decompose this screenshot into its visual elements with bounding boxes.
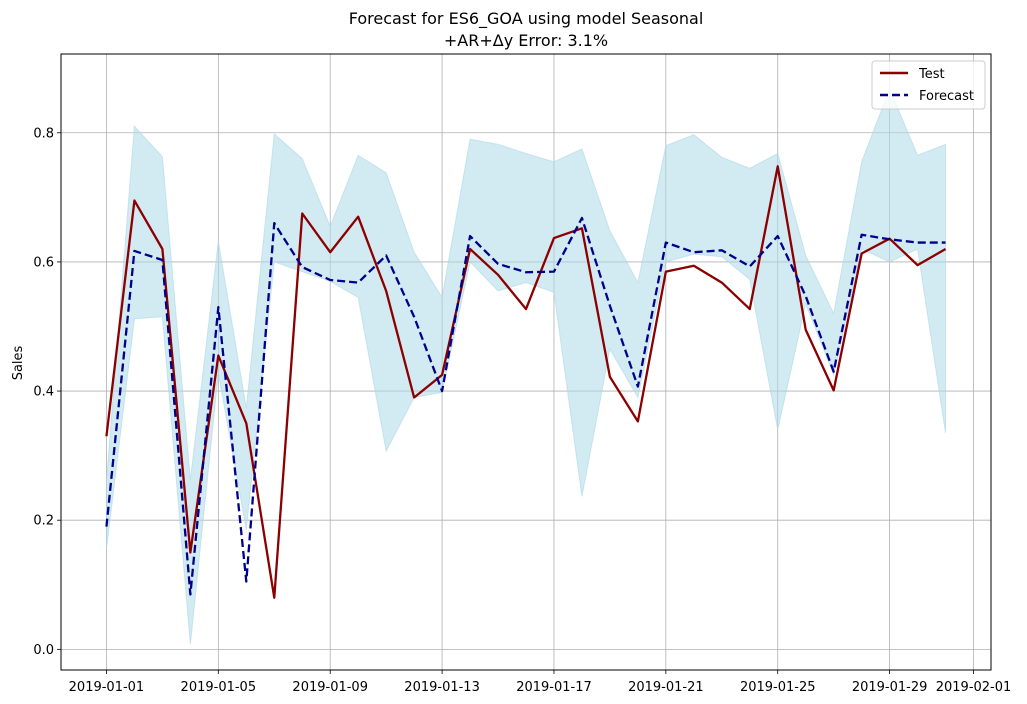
x-tick-label: 2019-01-17 bbox=[516, 680, 592, 695]
series-line-test bbox=[105, 165, 947, 599]
y-tick-label: 0.6 bbox=[33, 255, 54, 270]
grid bbox=[61, 54, 991, 670]
x-tick-label: 2019-01-01 bbox=[69, 680, 145, 695]
confidence-band-layer bbox=[105, 87, 947, 645]
y-tick-label: 0.2 bbox=[33, 514, 54, 529]
x-tick-label: 2019-01-09 bbox=[292, 680, 368, 695]
y-tick-label: 0.8 bbox=[33, 126, 54, 141]
legend-label-test: Test bbox=[918, 67, 945, 82]
x-tick-label: 2019-02-01 bbox=[936, 680, 1012, 695]
legend: Test Forecast bbox=[871, 60, 986, 110]
y-tick-label: 0.0 bbox=[33, 643, 54, 658]
series-line-forecast bbox=[105, 216, 946, 596]
confidence-band bbox=[105, 87, 947, 645]
x-tick-label: 2019-01-25 bbox=[740, 680, 816, 695]
chart-title-line2: +AR+Δy Error: 3.1% bbox=[444, 31, 608, 50]
plot-frame bbox=[60, 53, 992, 671]
x-axis-ticks: 2019-01-01 2019-01-05 2019-01-09 2019-01-13… bbox=[69, 670, 1012, 695]
y-axis-label: Sales bbox=[11, 345, 26, 380]
x-tick-label: 2019-01-05 bbox=[181, 680, 257, 695]
chart-title-line1: Forecast for ES6_GOA using model Seasona… bbox=[349, 9, 704, 29]
x-tick-label: 2019-01-13 bbox=[404, 680, 480, 695]
series-layer bbox=[105, 165, 947, 599]
legend-label-forecast: Forecast bbox=[919, 89, 974, 104]
x-tick-label: 2019-01-29 bbox=[852, 680, 928, 695]
x-tick-label: 2019-01-21 bbox=[628, 680, 704, 695]
y-axis-ticks: 0.0 0.2 0.4 0.6 0.8 bbox=[33, 126, 61, 658]
y-tick-label: 0.4 bbox=[33, 385, 54, 400]
